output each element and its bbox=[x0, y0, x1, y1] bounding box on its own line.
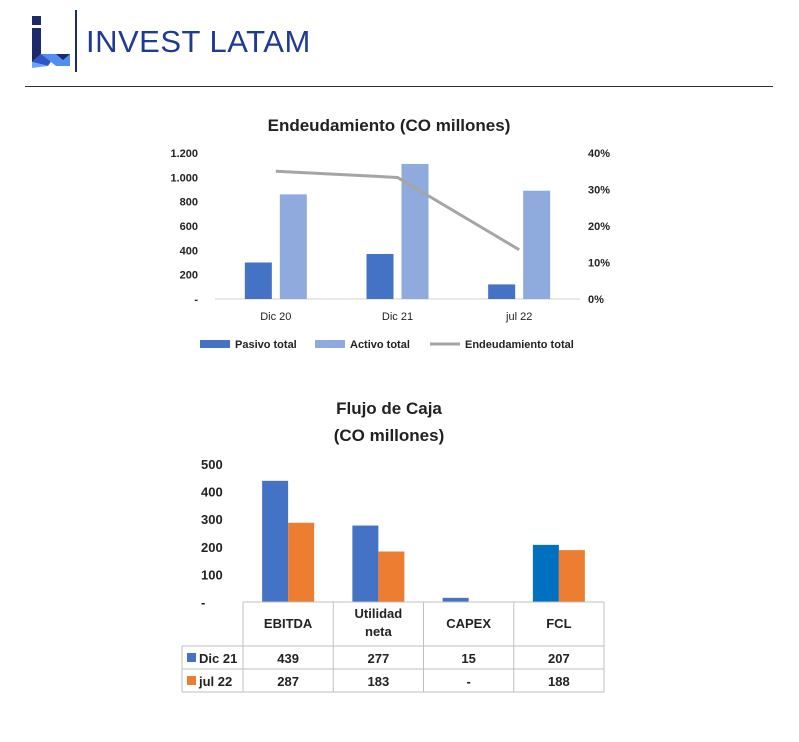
legend-swatch bbox=[187, 676, 196, 685]
x-tick-label: Dic 21 bbox=[382, 311, 413, 323]
y-tick-label: 800 bbox=[180, 197, 198, 209]
y2-tick-label: 10% bbox=[588, 258, 610, 270]
data-label: - bbox=[466, 674, 470, 689]
y2-tick-label: 40% bbox=[588, 148, 610, 160]
y-tick-label: 1.000 bbox=[170, 172, 198, 184]
data-label: 439 bbox=[277, 651, 299, 666]
legend-swatch bbox=[315, 340, 345, 348]
y-tick-label: - bbox=[194, 294, 198, 306]
y-tick-label: 400 bbox=[180, 245, 198, 257]
chart-title: Flujo de Caja bbox=[336, 399, 442, 418]
data-label: 188 bbox=[548, 674, 570, 689]
x-tick-label: jul 22 bbox=[505, 311, 532, 323]
line-endeudamiento-total bbox=[275, 169, 520, 252]
chart-subtitle: (CO millones) bbox=[334, 426, 445, 445]
y-tick-label: 200 bbox=[180, 270, 198, 282]
y-tick-label: 500 bbox=[201, 457, 223, 472]
endeudamiento-chart: Endeudamiento (CO millones) - 200 400 600 800… bbox=[170, 116, 610, 351]
legend-label: Endeudamiento total bbox=[465, 339, 574, 351]
bar-pasivo-total bbox=[244, 262, 272, 299]
data-label: 183 bbox=[368, 674, 390, 689]
y-tick-label: 1.200 bbox=[170, 148, 198, 160]
header: INVEST LATAM bbox=[0, 0, 799, 90]
bar-jul-22 bbox=[288, 522, 315, 602]
category-label: CAPEX bbox=[446, 616, 491, 631]
y-tick-label: 600 bbox=[180, 221, 198, 233]
bar-activo-total bbox=[523, 190, 551, 299]
data-label: 287 bbox=[277, 674, 299, 689]
legend-label: Dic 21 bbox=[199, 651, 237, 666]
logo-divider bbox=[75, 10, 77, 72]
bar-pasivo-total bbox=[366, 253, 394, 299]
bar-jul-22 bbox=[378, 551, 405, 602]
data-label: 207 bbox=[548, 651, 570, 666]
flujo-de-caja-chart: Flujo de Caja (CO millones) - 100 200 300 400 5… bbox=[181, 399, 605, 693]
bar-pasivo-total bbox=[488, 284, 516, 299]
chart-title: Endeudamiento (CO millones) bbox=[268, 116, 511, 135]
legend-swatch bbox=[187, 653, 196, 662]
bar-activo-total bbox=[401, 163, 429, 299]
y-tick-label: 100 bbox=[201, 567, 223, 582]
bar-dic-21 bbox=[442, 597, 469, 602]
bar-jul-22 bbox=[558, 550, 585, 602]
data-table bbox=[181, 601, 605, 693]
y-tick-label: 300 bbox=[201, 512, 223, 527]
legend-label: jul 22 bbox=[198, 674, 232, 689]
data-label: 15 bbox=[461, 651, 475, 666]
bar-dic-21 bbox=[352, 525, 379, 602]
y2-tick-label: 20% bbox=[588, 221, 610, 233]
invest-latam-logo-icon bbox=[32, 16, 70, 68]
y2-tick-label: 0% bbox=[588, 294, 604, 306]
category-label: Utilidad bbox=[355, 606, 403, 621]
y-tick-label: 400 bbox=[201, 485, 223, 500]
brand-name: INVEST LATAM bbox=[86, 24, 311, 59]
legend-swatch bbox=[200, 340, 230, 348]
bar-dic-21 bbox=[262, 480, 289, 602]
category-label: EBITDA bbox=[264, 616, 313, 631]
y-tick-label: - bbox=[201, 595, 205, 610]
data-label: 277 bbox=[368, 651, 390, 666]
header-rule bbox=[25, 86, 773, 87]
category-label: neta bbox=[365, 624, 393, 639]
legend-label: Pasivo total bbox=[235, 339, 297, 351]
bar-dic-21 bbox=[532, 544, 559, 602]
x-tick-label: Dic 20 bbox=[260, 311, 291, 323]
y2-tick-label: 30% bbox=[588, 185, 610, 197]
category-label: FCL bbox=[546, 616, 571, 631]
y-tick-label: 200 bbox=[201, 540, 223, 555]
legend-label: Activo total bbox=[350, 339, 410, 351]
bar-activo-total bbox=[279, 194, 307, 299]
